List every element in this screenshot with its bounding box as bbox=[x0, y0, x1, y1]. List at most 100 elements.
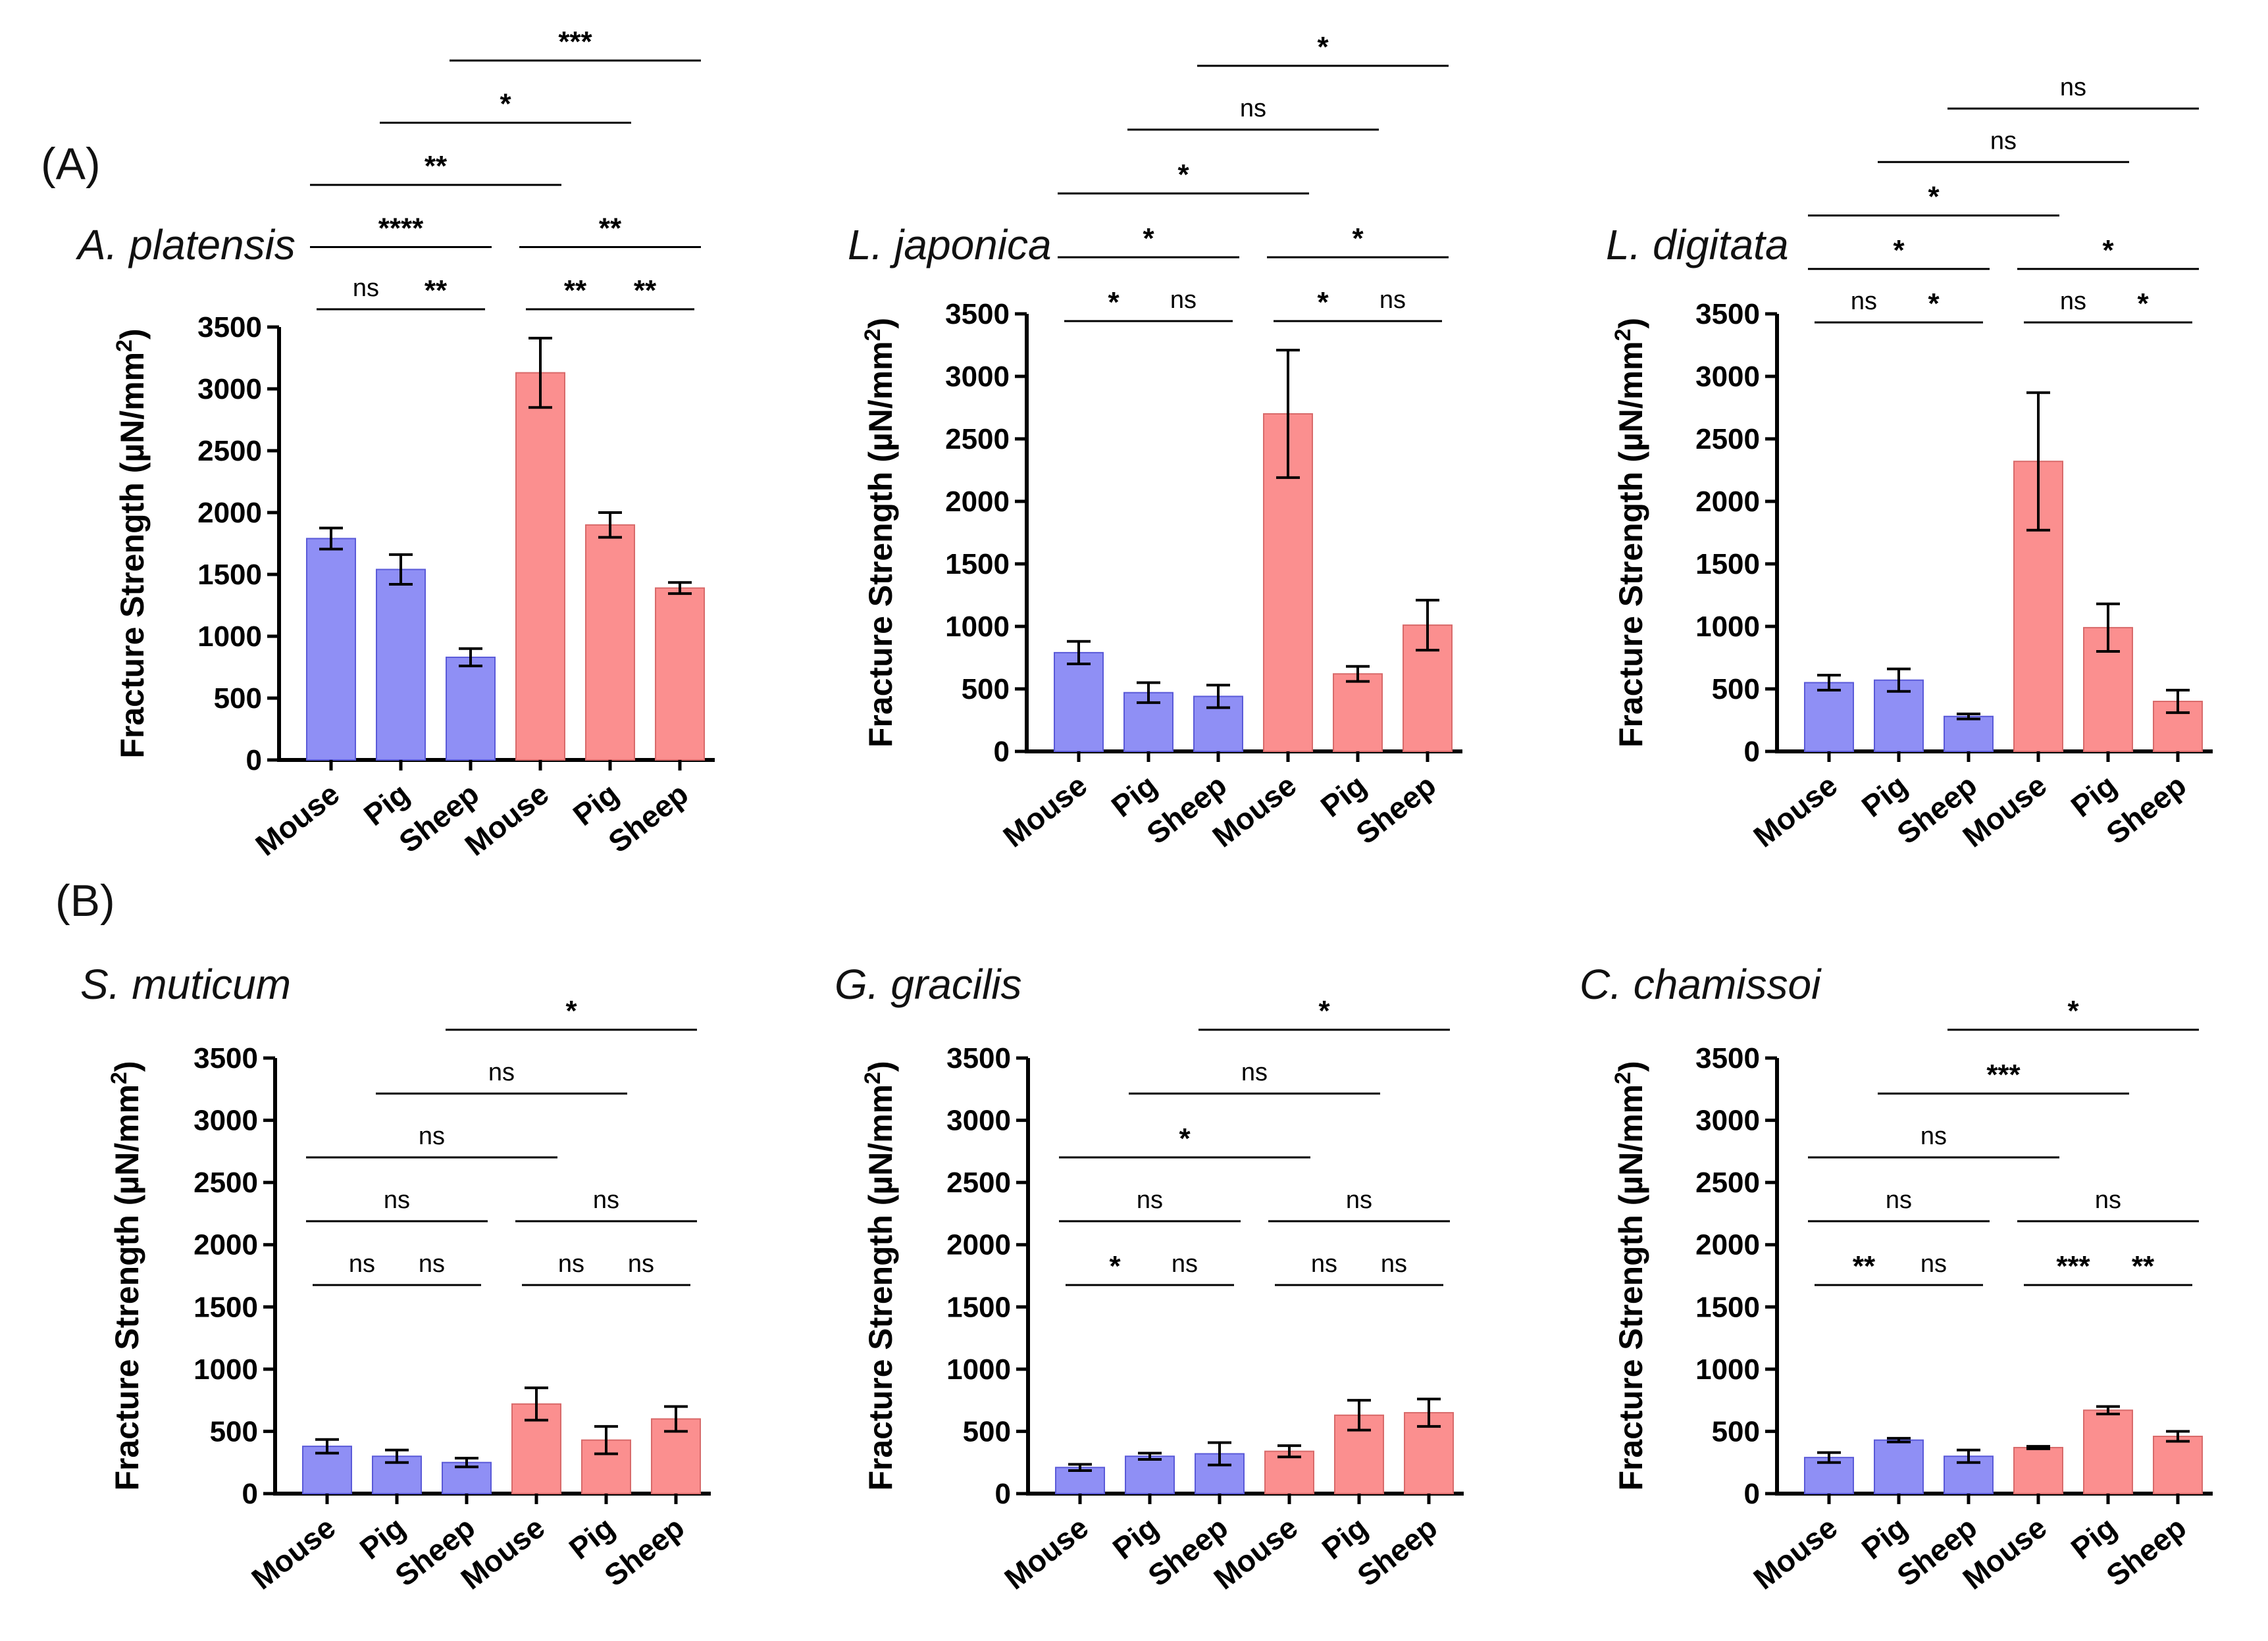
significance-label: ns bbox=[1920, 1123, 1947, 1150]
bar bbox=[2013, 1447, 2063, 1494]
significance-label: ns bbox=[1851, 288, 1877, 315]
significance-label: ns bbox=[1170, 286, 1197, 314]
y-tick-label: 2500 bbox=[945, 423, 1010, 455]
significance-label: ns bbox=[1381, 1250, 1407, 1278]
y-tick-label: 1000 bbox=[946, 1353, 1011, 1386]
y-tick-label: 1500 bbox=[1695, 548, 1760, 580]
y-tick-label: 3000 bbox=[945, 361, 1010, 393]
chart-title: A. platensis bbox=[75, 221, 296, 268]
x-tick-label: Sheep bbox=[2100, 1510, 2192, 1593]
significance-label: ns bbox=[384, 1186, 410, 1214]
y-tick-label: 500 bbox=[210, 1415, 258, 1448]
significance-label: ns bbox=[1379, 286, 1406, 314]
y-tick-label: 2500 bbox=[1695, 423, 1760, 455]
significance-label: ns bbox=[628, 1250, 654, 1278]
chart-panel: L. digitata Fracture Strength (µN/mm2) 0 50… bbox=[1606, 74, 2213, 854]
y-tick-label: 0 bbox=[995, 1478, 1011, 1510]
bar bbox=[1054, 651, 1104, 753]
x-tick-label: Mouse bbox=[245, 1510, 342, 1596]
significance-label: ns bbox=[1346, 1186, 1372, 1214]
chart-panel: L. japonica Fracture Strength (µN/mm2) 0 50… bbox=[848, 31, 1462, 854]
y-axis-label: Fracture Strength (µN/mm2) bbox=[860, 1061, 899, 1490]
y-tick-label: 0 bbox=[1744, 736, 1760, 768]
y-tick-label: 3500 bbox=[1695, 1042, 1760, 1074]
significance-label: * bbox=[1143, 222, 1154, 255]
x-tick-label: Mouse bbox=[996, 768, 1093, 854]
significance-label: ns bbox=[419, 1250, 445, 1278]
bar bbox=[1403, 624, 1453, 752]
y-tick-label: 500 bbox=[962, 673, 1010, 705]
bar bbox=[1944, 715, 1994, 753]
bar bbox=[655, 587, 705, 761]
significance-label: ns bbox=[353, 274, 379, 302]
significance-label: * bbox=[565, 995, 577, 1027]
y-tick-label: 0 bbox=[246, 744, 262, 776]
chart-title: L. japonica bbox=[848, 221, 1052, 268]
bar bbox=[2153, 1435, 2203, 1495]
y-tick-label: 3000 bbox=[1695, 1105, 1760, 1137]
y-tick-label: 500 bbox=[963, 1415, 1011, 1448]
significance-label: ** bbox=[599, 213, 622, 245]
x-tick-label: Sheep bbox=[602, 776, 694, 859]
y-tick-label: 1000 bbox=[1695, 1353, 1760, 1386]
x-tick-label: Sheep bbox=[1351, 1510, 1443, 1593]
significance-label: ns bbox=[1240, 95, 1266, 122]
y-tick-label: 3500 bbox=[946, 1042, 1011, 1074]
significance-label: ns bbox=[1886, 1186, 1912, 1214]
y-tick-label: 2500 bbox=[193, 1167, 258, 1199]
y-tick-label: 3000 bbox=[197, 373, 262, 405]
y-tick-label: 0 bbox=[242, 1478, 258, 1510]
y-tick-label: 2500 bbox=[1695, 1167, 1760, 1199]
chart-title: L. digitata bbox=[1606, 221, 1789, 268]
y-axis-label: Fracture Strength (µN/mm2) bbox=[1611, 318, 1649, 747]
significance-label: ns bbox=[1172, 1250, 1198, 1278]
significance-label: ns bbox=[2060, 288, 2086, 315]
y-tick-label: 500 bbox=[1712, 673, 1760, 705]
y-tick-label: 3500 bbox=[197, 311, 262, 343]
bar bbox=[1874, 1439, 1924, 1494]
y-tick-label: 1000 bbox=[193, 1353, 258, 1386]
significance-label: ns bbox=[349, 1250, 375, 1278]
significance-label: * bbox=[1893, 234, 1905, 266]
significance-label: ** bbox=[564, 274, 587, 307]
significance-label: ns bbox=[1137, 1186, 1163, 1214]
significance-label: ** bbox=[2132, 1250, 2155, 1282]
y-tick-label: 1500 bbox=[197, 559, 262, 591]
significance-label: ** bbox=[425, 150, 448, 182]
significance-label: * bbox=[1317, 286, 1329, 318]
y-tick-label: 500 bbox=[1712, 1415, 1760, 1448]
y-tick-label: 3000 bbox=[1695, 361, 1760, 393]
y-tick-label: 1000 bbox=[197, 620, 262, 653]
y-tick-label: 1500 bbox=[946, 1291, 1011, 1323]
y-tick-label: 3000 bbox=[193, 1105, 258, 1137]
y-tick-label: 1000 bbox=[945, 611, 1010, 643]
chart-panel: A. platensis Fracture Strength (µN/mm2) 0 5… bbox=[75, 26, 715, 863]
y-tick-label: 3500 bbox=[193, 1042, 258, 1074]
significance-label: * bbox=[1317, 31, 1329, 63]
significance-label: ns bbox=[488, 1059, 515, 1086]
significance-label: * bbox=[1109, 1250, 1121, 1282]
significance-label: ns bbox=[1990, 127, 2017, 155]
bar bbox=[1264, 1450, 1314, 1494]
x-tick-label: Mouse bbox=[249, 776, 346, 863]
x-tick-label: Sheep bbox=[1349, 768, 1442, 851]
significance-label: ns bbox=[1920, 1250, 1947, 1278]
y-tick-label: 3000 bbox=[946, 1105, 1011, 1137]
y-tick-label: 2500 bbox=[946, 1167, 1011, 1199]
x-tick-label: Mouse bbox=[998, 1510, 1095, 1596]
significance-label: * bbox=[2137, 288, 2149, 320]
significance-label: * bbox=[2102, 234, 2114, 266]
chart-title: G. gracilis bbox=[835, 961, 1022, 1008]
significance-label: **** bbox=[378, 213, 424, 245]
charts-container: A. platensis Fracture Strength (µN/mm2) 0 5… bbox=[75, 26, 2213, 1596]
bar bbox=[306, 538, 356, 761]
significance-label: * bbox=[1928, 181, 1940, 213]
significance-label: ** bbox=[1853, 1250, 1876, 1282]
panel-label-a: (A) bbox=[41, 139, 101, 189]
bar bbox=[515, 372, 565, 761]
x-tick-label: Mouse bbox=[1747, 1510, 1843, 1596]
significance-label: * bbox=[1177, 159, 1189, 191]
significance-label: * bbox=[1318, 995, 1330, 1027]
significance-label: *** bbox=[2056, 1250, 2090, 1282]
y-tick-label: 2500 bbox=[197, 435, 262, 467]
